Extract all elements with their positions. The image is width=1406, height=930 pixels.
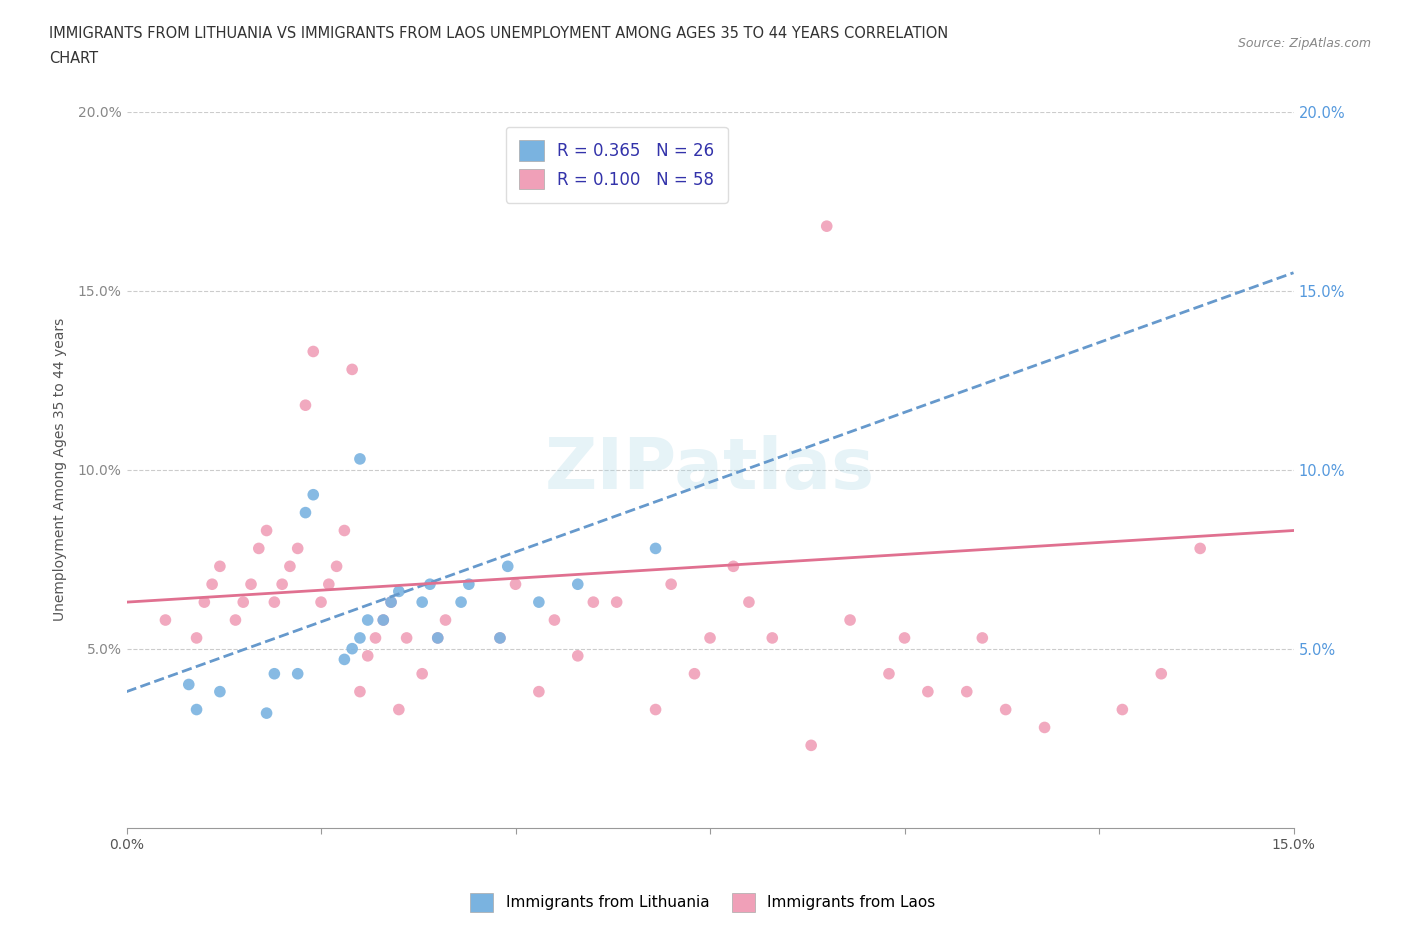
Point — [761, 631, 783, 645]
Point — [256, 706, 278, 721]
Point — [450, 594, 472, 609]
Point — [1033, 720, 1056, 735]
Point — [263, 594, 285, 609]
Point — [364, 631, 387, 645]
Point — [278, 559, 301, 574]
Point — [177, 677, 200, 692]
Point — [232, 594, 254, 609]
Point — [972, 631, 994, 645]
Text: Source: ZipAtlas.com: Source: ZipAtlas.com — [1237, 37, 1371, 50]
Point — [224, 613, 246, 628]
Point — [287, 666, 309, 681]
Point — [457, 577, 479, 591]
Point — [699, 631, 721, 645]
Point — [380, 594, 402, 609]
Point — [956, 684, 979, 699]
Point — [411, 666, 433, 681]
Point — [333, 523, 356, 538]
Point — [208, 559, 231, 574]
Legend: R = 0.365   N = 26, R = 0.100   N = 58: R = 0.365 N = 26, R = 0.100 N = 58 — [506, 127, 728, 203]
Point — [815, 219, 838, 233]
Point — [186, 702, 208, 717]
Point — [1111, 702, 1133, 717]
Point — [426, 631, 449, 645]
Point — [1150, 666, 1173, 681]
Y-axis label: Unemployment Among Ages 35 to 44 years: Unemployment Among Ages 35 to 44 years — [52, 318, 66, 621]
Point — [325, 559, 347, 574]
Point — [318, 577, 340, 591]
Point — [395, 631, 418, 645]
Point — [155, 613, 177, 628]
Legend: Immigrants from Lithuania, Immigrants from Laos: Immigrants from Lithuania, Immigrants fr… — [464, 887, 942, 918]
Point — [496, 559, 519, 574]
Point — [839, 613, 862, 628]
Point — [349, 451, 371, 466]
Point — [893, 631, 915, 645]
Point — [434, 613, 457, 628]
Point — [340, 362, 363, 377]
Point — [263, 666, 285, 681]
Point — [380, 594, 402, 609]
Point — [340, 642, 363, 657]
Point — [411, 594, 433, 609]
Point — [738, 594, 761, 609]
Point — [256, 523, 278, 538]
Point — [800, 737, 823, 752]
Point — [201, 577, 224, 591]
Point — [426, 631, 449, 645]
Point — [388, 702, 411, 717]
Point — [505, 577, 527, 591]
Point — [606, 594, 628, 609]
Point — [309, 594, 332, 609]
Point — [527, 684, 550, 699]
Point — [527, 594, 550, 609]
Point — [357, 648, 380, 663]
Text: CHART: CHART — [49, 51, 98, 66]
Point — [373, 613, 395, 628]
Point — [186, 631, 208, 645]
Point — [294, 505, 316, 520]
Point — [543, 613, 565, 628]
Point — [877, 666, 900, 681]
Point — [357, 613, 380, 628]
Point — [333, 652, 356, 667]
Point — [271, 577, 294, 591]
Point — [917, 684, 939, 699]
Point — [419, 577, 441, 591]
Point — [644, 541, 666, 556]
Point — [294, 398, 316, 413]
Point — [193, 594, 215, 609]
Point — [723, 559, 745, 574]
Point — [349, 631, 371, 645]
Point — [1189, 541, 1212, 556]
Point — [659, 577, 682, 591]
Point — [208, 684, 231, 699]
Point — [683, 666, 706, 681]
Point — [644, 702, 666, 717]
Point — [567, 577, 589, 591]
Point — [567, 648, 589, 663]
Point — [302, 487, 325, 502]
Point — [388, 584, 411, 599]
Point — [247, 541, 270, 556]
Point — [489, 631, 512, 645]
Point — [373, 613, 395, 628]
Point — [349, 684, 371, 699]
Point — [994, 702, 1017, 717]
Point — [582, 594, 605, 609]
Point — [489, 631, 512, 645]
Text: ZIPatlas: ZIPatlas — [546, 435, 875, 504]
Text: IMMIGRANTS FROM LITHUANIA VS IMMIGRANTS FROM LAOS UNEMPLOYMENT AMONG AGES 35 TO : IMMIGRANTS FROM LITHUANIA VS IMMIGRANTS … — [49, 26, 949, 41]
Point — [302, 344, 325, 359]
Point — [287, 541, 309, 556]
Point — [240, 577, 263, 591]
